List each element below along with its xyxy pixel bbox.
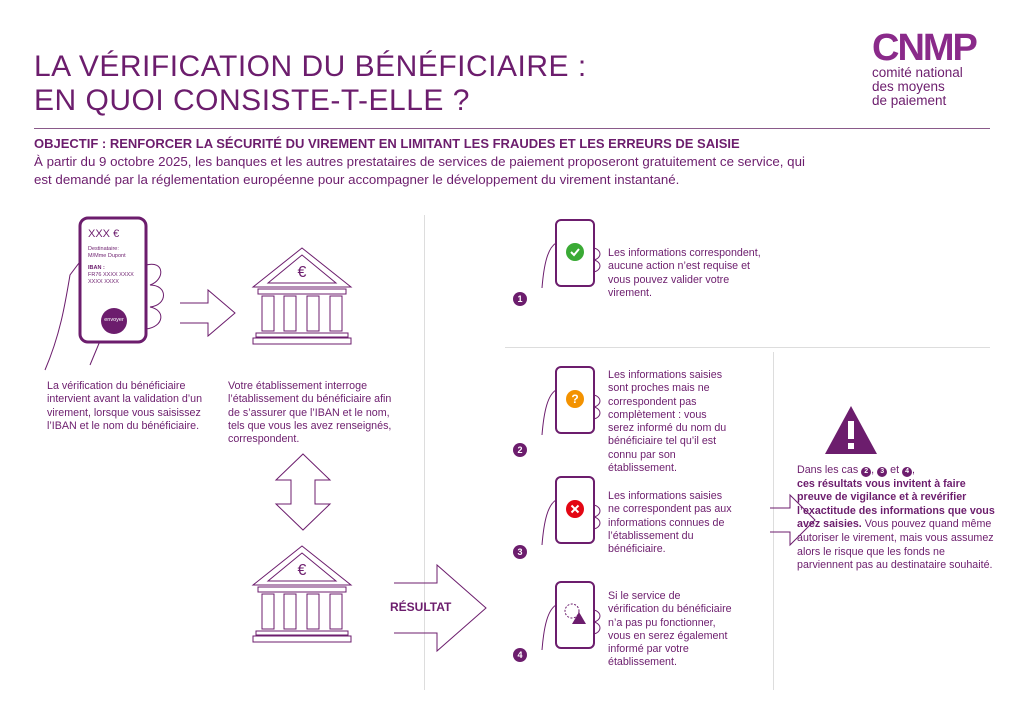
arrow-right-icon — [770, 493, 816, 547]
logo-text-1: comité national — [872, 65, 963, 80]
separator: , — [871, 464, 875, 476]
big-arrow-icon — [394, 563, 487, 653]
iban-value-2: XXXX XXXX — [88, 279, 119, 285]
objective-heading: OBJECTIF : RENFORCER LA SÉCURITÉ DU VIRE… — [34, 136, 740, 151]
result-label: RÉSULTAT — [390, 600, 452, 614]
case-text: Les informations saisies ne corresponden… — [608, 490, 732, 556]
case-number-badge: 3 — [513, 545, 527, 559]
divider — [505, 347, 990, 348]
case-text: Les informations correspondent, aucune a… — [608, 247, 761, 299]
step-2-text: Votre établissement interroge l’établiss… — [228, 380, 392, 446]
case-number-badge: 4 — [513, 648, 527, 662]
iban-value-1: FR76 XXXX XXXX — [88, 272, 134, 278]
case-phone-illustration — [541, 219, 601, 289]
send-button: envoyer — [104, 317, 124, 323]
cnmp-logo: CNMP comité national des moyens de paiem… — [872, 27, 992, 108]
step-1-text: La vérification du bénéficiaire intervie… — [47, 380, 203, 432]
check-icon — [566, 243, 584, 261]
case-phone-illustration — [541, 476, 601, 546]
case-badge: 2 — [861, 467, 872, 477]
logo-mark: CNMP — [872, 27, 978, 69]
divider — [34, 128, 990, 129]
case-text: Si le service de vérification du bénéfic… — [608, 590, 732, 669]
case-number-badge: 1 — [513, 292, 527, 306]
case-number-badge: 2 — [513, 443, 527, 457]
phone-amount: XXX € — [88, 228, 120, 240]
phone-details: Destinataire: M/Mme Dupont IBAN : FR76 X… — [88, 246, 143, 286]
dest-label: Destinataire: — [88, 246, 119, 252]
case-text: Les informations saisies sont proches ma… — [608, 369, 727, 475]
logo-text-3: de paiement — [872, 93, 947, 108]
svg-text:?: ? — [571, 392, 578, 406]
bank-icon: € — [251, 247, 353, 345]
case-badge: 3 — [877, 467, 888, 477]
title-line-1: LA VÉRIFICATION DU BÉNÉFICIAIRE : — [34, 50, 587, 83]
divider — [773, 352, 774, 690]
question-icon: ? — [566, 390, 584, 408]
gear-warning-icon — [564, 603, 586, 624]
cross-icon — [566, 500, 584, 518]
arrow-right-icon — [180, 288, 236, 338]
warning-prefix: Dans les cas — [797, 464, 859, 476]
svg-text:€: € — [298, 562, 307, 579]
warning-triangle-icon — [825, 406, 877, 454]
bank-icon-beneficiary: € — [251, 545, 353, 643]
page-title: LA VÉRIFICATION DU BÉNÉFICIAIRE : EN QUOI… — [34, 50, 587, 118]
separator: et — [890, 464, 900, 476]
svg-text:€: € — [298, 264, 307, 281]
warning-text: Dans les cas 2, 3 et 4, ces résultats vo… — [797, 464, 995, 572]
iban-label: IBAN : — [88, 265, 105, 271]
intro-text: À partir du 9 octobre 2025, les banques … — [34, 154, 805, 187]
warning-rest: Vous pouvez quand même autoriser le vire… — [797, 518, 994, 572]
divider — [424, 215, 425, 690]
title-line-2: EN QUOI CONSISTE-T-ELLE ? — [34, 84, 470, 117]
case-badge: 4 — [902, 467, 913, 477]
case-phone-illustration — [541, 581, 601, 651]
logo-text-2: des moyens — [872, 79, 945, 94]
phone-hand-illustration — [44, 216, 164, 371]
double-arrow-icon — [274, 453, 332, 531]
dest-value: M/Mme Dupont — [88, 253, 126, 259]
warning-emphasis: ces résultats vous invitent à faire preu… — [797, 477, 995, 531]
case-phone-illustration: ? — [541, 366, 601, 436]
